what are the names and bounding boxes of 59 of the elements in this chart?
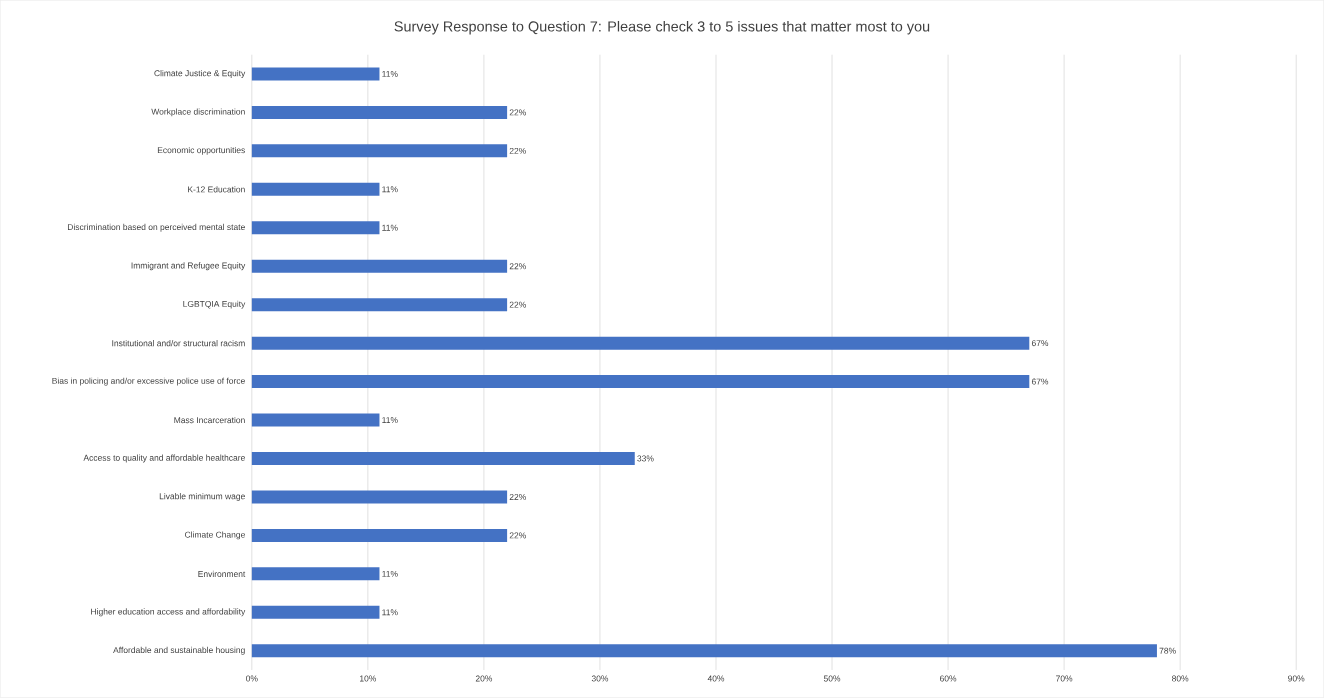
data-label: 22% xyxy=(509,532,526,539)
bar xyxy=(251,298,508,312)
bar xyxy=(251,529,508,543)
bar xyxy=(251,490,508,504)
data-label: 11% xyxy=(382,609,398,616)
bar xyxy=(251,259,508,273)
data-label: 11% xyxy=(382,224,398,231)
bar xyxy=(251,375,1030,389)
bar xyxy=(251,567,380,581)
x-tick-label: 30% xyxy=(591,675,609,682)
data-label: 22% xyxy=(509,109,526,116)
bar xyxy=(251,413,380,427)
x-tick-label: 80% xyxy=(1172,675,1189,682)
data-label: 11% xyxy=(382,71,398,78)
x-tick-label: 90% xyxy=(1288,675,1305,682)
bar xyxy=(251,106,508,120)
bar xyxy=(251,336,1030,350)
y-tick-label: Discrimination based on perceived mental state xyxy=(67,223,245,232)
bar xyxy=(251,144,508,158)
y-tick-label: Environment xyxy=(198,570,246,578)
data-label: 67% xyxy=(1031,378,1049,385)
y-tick-label: Livable minimum wage xyxy=(159,493,245,502)
data-label: 11% xyxy=(382,571,398,577)
y-tick-label: Immigrant and Refugee Equity xyxy=(131,262,246,271)
chart-title: Survey Response to Question 7: Please check 3 to 5 issues that matter most to you xyxy=(394,21,930,35)
x-tick-label: 20% xyxy=(475,675,493,682)
bar xyxy=(251,605,380,619)
y-tick-label: Economic opportunities xyxy=(157,147,245,155)
bar xyxy=(251,644,1157,658)
bar xyxy=(251,452,635,466)
data-label: 78% xyxy=(1159,647,1176,654)
x-tick-label: 50% xyxy=(823,675,841,682)
data-label: 22% xyxy=(509,148,526,154)
y-tick-label: Higher education access and affordability xyxy=(91,608,246,617)
y-tick-label: Mass Incarceration xyxy=(174,417,245,424)
y-tick-label: Affordable and sustainable housing xyxy=(113,646,245,655)
x-tick-label: 0% xyxy=(246,675,258,682)
x-tick-label: 10% xyxy=(360,675,377,682)
y-tick-label: Bias in policing and/or excessive police use of force xyxy=(52,377,245,386)
data-label: 22% xyxy=(509,494,526,501)
data-label: 11% xyxy=(382,186,398,193)
bar xyxy=(251,221,380,235)
data-label: 33% xyxy=(637,455,654,462)
data-label: 22% xyxy=(509,301,526,308)
y-tick-label: Access to quality and affordable healthcare xyxy=(83,454,245,463)
x-tick-label: 60% xyxy=(940,675,957,682)
y-tick-label: Climate Justice & Equity xyxy=(154,70,246,79)
bar xyxy=(251,182,380,196)
y-tick-label: K-12 Education xyxy=(188,186,245,193)
x-tick-label: 70% xyxy=(1056,675,1073,682)
bar xyxy=(251,67,380,81)
y-tick-label: Institutional and/or structural racism xyxy=(112,340,245,347)
data-label: 67% xyxy=(1031,340,1049,347)
y-tick-label: Climate Change xyxy=(184,531,245,540)
data-label: 22% xyxy=(509,263,526,270)
data-label: 11% xyxy=(382,417,398,424)
y-tick-label: LGBTQIA Equity xyxy=(183,300,246,309)
x-tick-label: 40% xyxy=(707,675,725,682)
y-tick-label: Workplace discrimination xyxy=(151,108,245,117)
